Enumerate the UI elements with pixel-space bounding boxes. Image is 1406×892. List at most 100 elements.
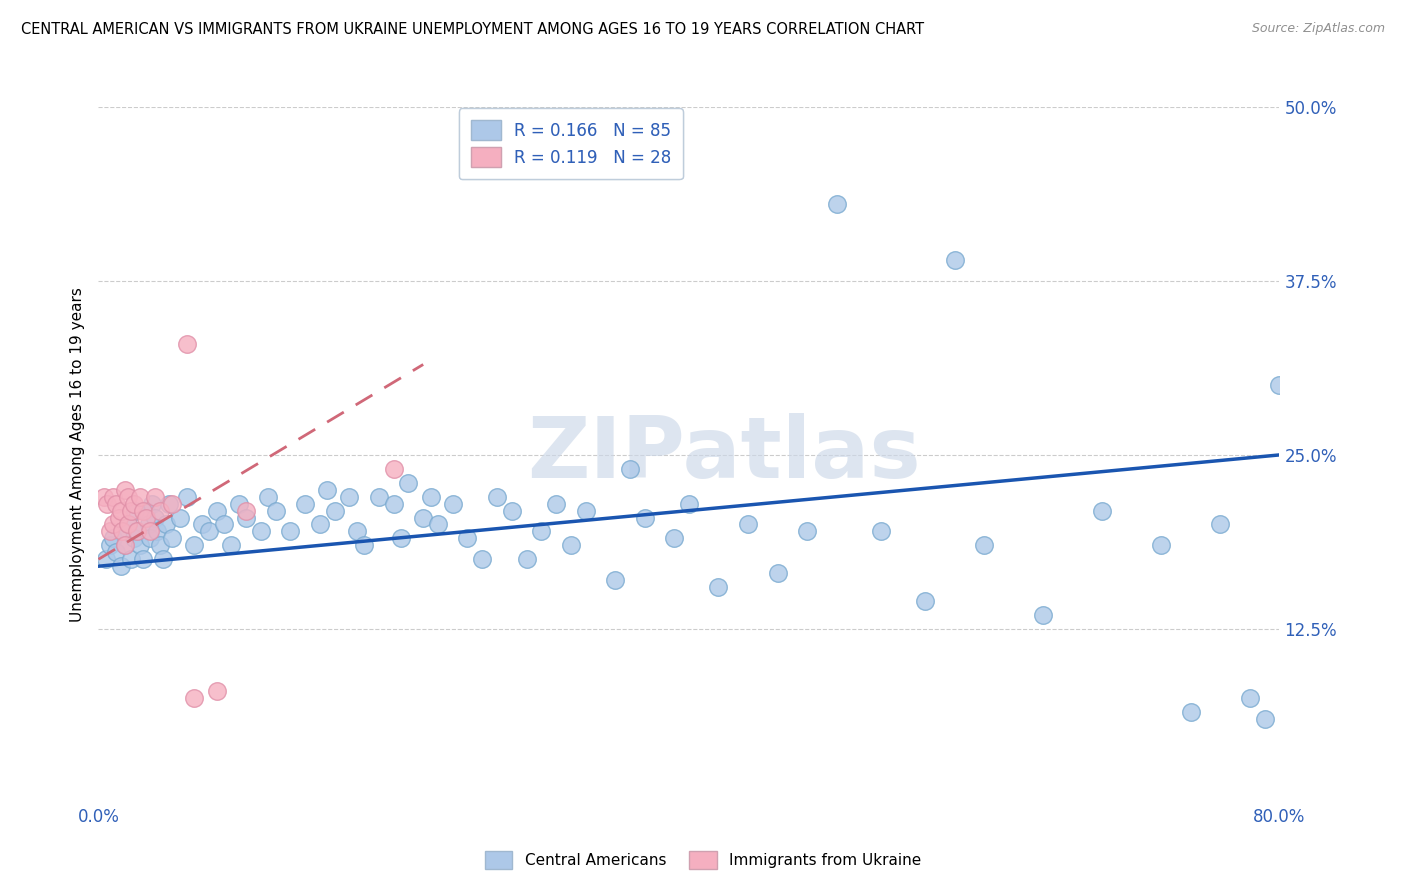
Point [382,497,405,511]
Point [143,490,166,504]
Point [110,503,132,517]
Point [1150,538,1173,552]
Point [323,503,346,517]
Point [117,517,139,532]
Point [105,497,128,511]
Point [228,497,250,511]
Point [114,483,136,497]
Point [339,490,360,504]
Point [605,573,627,587]
Point [396,475,419,490]
Point [707,580,730,594]
Point [162,532,183,546]
Point [122,532,145,546]
Point [353,538,375,552]
Point [198,524,221,539]
Point [737,517,759,532]
Point [294,497,316,511]
Point [346,524,368,539]
Point [108,510,131,524]
Legend: R = 0.166   N = 85, R = 0.119   N = 28: R = 0.166 N = 85, R = 0.119 N = 28 [458,109,683,179]
Point [191,517,214,532]
Point [125,524,148,539]
Legend: Central Americans, Immigrants from Ukraine: Central Americans, Immigrants from Ukrai… [479,845,927,875]
Point [664,532,686,546]
Point [139,532,162,546]
Point [122,497,145,511]
Point [96,497,118,511]
Point [98,538,121,552]
Point [1254,712,1277,726]
Point [169,510,191,524]
Point [132,503,155,517]
Point [111,524,134,539]
Point [427,517,450,532]
Y-axis label: Unemployment Among Ages 16 to 19 years: Unemployment Among Ages 16 to 19 years [70,287,86,623]
Point [368,490,391,504]
Point [471,552,494,566]
Point [110,559,132,574]
Point [103,490,125,504]
Point [205,684,228,698]
Point [441,497,464,511]
Point [93,490,115,504]
Point [152,552,174,566]
Point [1180,706,1202,720]
Point [114,538,136,552]
Point [766,566,789,581]
Point [501,503,523,517]
Point [128,490,150,504]
Point [914,594,936,608]
Point [825,197,848,211]
Point [250,524,273,539]
Point [149,503,172,517]
Text: CENTRAL AMERICAN VS IMMIGRANTS FROM UKRAINE UNEMPLOYMENT AMONG AGES 16 TO 19 YEA: CENTRAL AMERICAN VS IMMIGRANTS FROM UKRA… [21,22,924,37]
Point [103,532,125,546]
Point [176,490,198,504]
Point [389,532,412,546]
Point [1239,691,1261,706]
Point [1091,503,1114,517]
Point [212,517,235,532]
Point [382,462,405,476]
Point [176,336,198,351]
Point [309,517,332,532]
Point [98,524,121,539]
Point [456,532,478,546]
Point [574,503,596,517]
Point [146,524,169,539]
Point [138,517,160,532]
Point [633,510,655,524]
Point [235,503,257,517]
Point [412,510,434,524]
Point [132,552,155,566]
Point [117,490,139,504]
Point [515,552,537,566]
Point [94,552,117,566]
Point [155,517,177,532]
Point [869,524,891,539]
Point [183,691,205,706]
Point [1209,517,1232,532]
Point [124,503,146,517]
Point [278,524,302,539]
Point [619,462,641,476]
Point [120,503,142,517]
Point [419,490,441,504]
Point [143,510,166,524]
Point [264,503,287,517]
Text: Source: ZipAtlas.com: Source: ZipAtlas.com [1251,22,1385,36]
Point [205,503,228,517]
Point [973,538,995,552]
Point [183,538,205,552]
Point [139,524,162,539]
Point [219,538,242,552]
Point [114,538,136,552]
Point [943,253,966,268]
Point [141,497,163,511]
Point [149,538,172,552]
Point [257,490,280,504]
Text: ZIPatlas: ZIPatlas [527,413,921,497]
Point [162,497,183,511]
Point [1032,607,1054,622]
